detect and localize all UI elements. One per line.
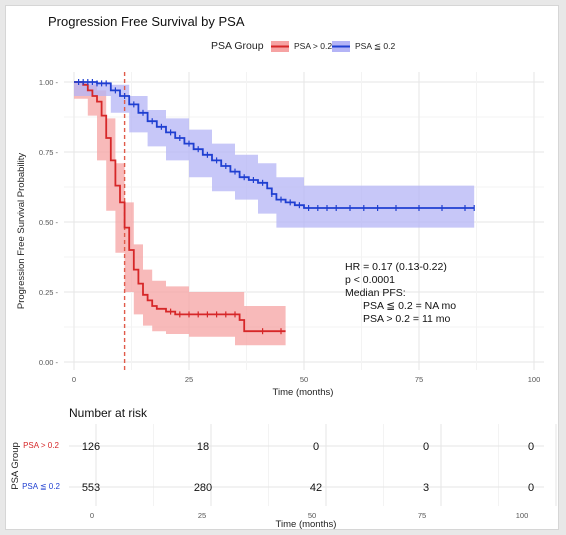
- chart-title: Progression Free Survival by PSA: [48, 14, 245, 29]
- risk-row-label-psa-low: PSA ≦ 0.2: [22, 482, 60, 491]
- y-tick-label: 0.00 -: [39, 358, 59, 367]
- km-figure: Progression Free Survival by PSA PSA Gro…: [10, 14, 557, 530]
- legend: PSA Group PSA > 0.2 PSA ≦ 0.2: [211, 40, 395, 52]
- km-x-tick-labels: 0 25 50 75 100: [72, 375, 540, 384]
- survival-curve-psa-high: [74, 81, 286, 333]
- median-pfs-heading: Median PFS:: [345, 287, 406, 299]
- km-confidence-bands: [74, 82, 475, 346]
- legend-label-psa-high: PSA > 0.2: [294, 41, 332, 51]
- risk-cell: 553: [82, 482, 100, 494]
- risk-x-tick-label: 50: [308, 511, 316, 520]
- p-value-text: p < 0.0001: [345, 274, 395, 286]
- y-tick-label: 0.25 -: [39, 288, 59, 297]
- x-tick-label: 75: [415, 375, 423, 384]
- median-pfs-psa-low: PSA ≦ 0.2 = NA mo: [363, 300, 456, 312]
- survival-curve-psa-low: [74, 81, 475, 209]
- km-censor-marks: [77, 79, 475, 335]
- risk-cell: 0: [528, 441, 534, 453]
- stats-annotation: HR = 0.17 (0.13-0.22) p < 0.0001 Median …: [345, 261, 456, 325]
- x-tick-label: 0: [72, 375, 76, 384]
- risk-x-tick-label: 100: [516, 511, 529, 520]
- median-pfs-psa-high: PSA > 0.2 = 11 mo: [363, 313, 451, 325]
- km-y-tick-labels: 0.00 - 0.25 - 0.50 - 0.75 - 1.00 -: [39, 78, 59, 367]
- risk-cell: 0: [313, 441, 319, 453]
- ci-band-psa-low: [74, 82, 475, 228]
- risk-row-label-psa-high: PSA > 0.2: [23, 441, 59, 450]
- ci-band-psa-high: [74, 82, 286, 346]
- hazard-ratio-text: HR = 0.17 (0.13-0.22): [345, 261, 447, 273]
- risk-table-y-axis-label: PSA Group: [10, 442, 21, 490]
- risk-cell: 3: [423, 482, 429, 494]
- risk-table-x-axis-label: Time (months): [276, 519, 337, 530]
- y-tick-label: 0.50 -: [39, 218, 59, 227]
- x-axis-label: Time (months): [273, 387, 334, 398]
- risk-table-gridlines: [69, 424, 557, 506]
- figure-frame: Progression Free Survival by PSA PSA Gro…: [5, 5, 559, 530]
- risk-cell: 0: [528, 482, 534, 494]
- y-tick-label: 1.00 -: [39, 78, 59, 87]
- risk-cell: 280: [194, 482, 212, 494]
- legend-title: PSA Group: [211, 40, 264, 52]
- legend-label-psa-low: PSA ≦ 0.2: [355, 41, 395, 51]
- risk-x-tick-label: 25: [198, 511, 206, 520]
- risk-table-x-tick-labels: 0 25 50 75 100: [90, 511, 528, 520]
- risk-table: Number at risk 126 18 0 0 0 553 280 42 3 0 0 25 50 7…: [10, 406, 557, 530]
- x-tick-label: 50: [300, 375, 308, 384]
- risk-cell: 42: [310, 482, 322, 494]
- x-tick-label: 100: [528, 375, 541, 384]
- x-tick-label: 25: [185, 375, 193, 384]
- km-survival-curves: [74, 81, 475, 333]
- risk-table-title: Number at risk: [69, 406, 148, 420]
- risk-x-tick-label: 0: [90, 511, 94, 520]
- risk-cell: 0: [423, 441, 429, 453]
- risk-cell: 18: [197, 441, 209, 453]
- risk-x-tick-label: 75: [418, 511, 426, 520]
- y-axis-label: Progression Free Survival Probability: [16, 153, 27, 310]
- km-plot-panel: 0.00 - 0.25 - 0.50 - 0.75 - 1.00 - 0 25 50 75 10…: [39, 72, 544, 384]
- risk-table-cells: 126 18 0 0 0 553 280 42 3 0: [82, 441, 534, 494]
- y-tick-label: 0.75 -: [39, 148, 59, 157]
- risk-cell: 126: [82, 441, 100, 453]
